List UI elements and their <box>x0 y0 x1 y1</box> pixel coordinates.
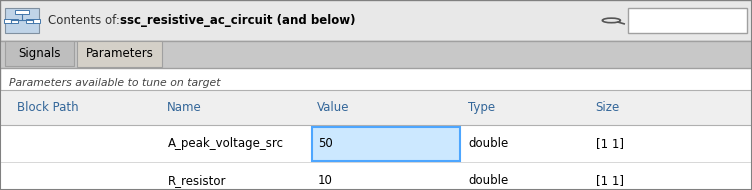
Text: double: double <box>468 137 509 150</box>
Text: A_peak_voltage_src: A_peak_voltage_src <box>168 137 284 150</box>
FancyBboxPatch shape <box>77 41 162 67</box>
FancyBboxPatch shape <box>15 10 29 14</box>
FancyBboxPatch shape <box>0 125 752 162</box>
Text: Contents of:: Contents of: <box>48 14 124 27</box>
Text: [1 1]: [1 1] <box>596 137 624 150</box>
Text: Parameters available to tune on target: Parameters available to tune on target <box>9 78 220 88</box>
FancyBboxPatch shape <box>312 127 460 161</box>
Text: 50: 50 <box>318 137 333 150</box>
FancyBboxPatch shape <box>5 41 74 66</box>
FancyBboxPatch shape <box>0 41 752 68</box>
FancyBboxPatch shape <box>26 19 40 23</box>
Text: ssc_resistive_ac_circuit (and below): ssc_resistive_ac_circuit (and below) <box>120 14 355 27</box>
FancyBboxPatch shape <box>0 0 752 41</box>
Text: Type: Type <box>468 101 495 114</box>
Text: Value: Value <box>317 101 350 114</box>
Text: Name: Name <box>167 101 202 114</box>
Text: double: double <box>468 174 509 188</box>
FancyBboxPatch shape <box>4 19 17 23</box>
FancyBboxPatch shape <box>628 8 747 33</box>
FancyBboxPatch shape <box>0 162 752 190</box>
Text: Size: Size <box>596 101 620 114</box>
FancyBboxPatch shape <box>0 68 752 190</box>
Text: [1 1]: [1 1] <box>596 174 624 188</box>
Text: Parameters: Parameters <box>86 47 153 60</box>
Text: R_resistor: R_resistor <box>168 174 226 188</box>
FancyBboxPatch shape <box>5 8 39 33</box>
Text: Signals: Signals <box>18 47 60 60</box>
FancyBboxPatch shape <box>0 90 752 125</box>
Text: Block Path: Block Path <box>17 101 78 114</box>
Text: 10: 10 <box>318 174 333 188</box>
